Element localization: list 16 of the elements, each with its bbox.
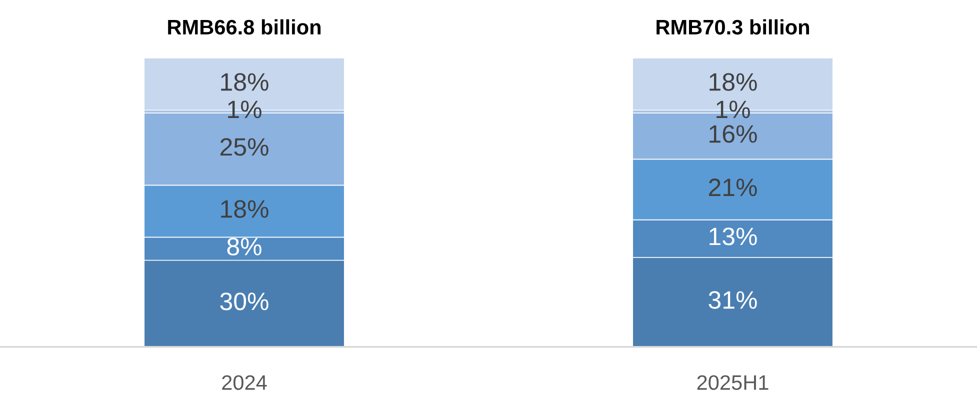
data-label: 1% bbox=[716, 100, 750, 118]
x-tick-label: 2025H1 bbox=[697, 375, 768, 390]
data-label: 8% bbox=[227, 238, 262, 256]
data-label: 25% bbox=[220, 138, 268, 156]
total-label: RMB66.8 billion bbox=[168, 19, 321, 35]
data-label: 16% bbox=[710, 125, 757, 143]
data-label: 30% bbox=[220, 292, 268, 310]
data-label: 31% bbox=[708, 291, 757, 309]
data-label: 1% bbox=[228, 100, 262, 118]
data-label: 18% bbox=[221, 73, 268, 91]
data-label: 13% bbox=[710, 228, 757, 246]
x-tick-label: 2024 bbox=[222, 375, 267, 390]
data-label: 21% bbox=[708, 178, 757, 196]
data-label: 18% bbox=[710, 73, 757, 91]
data-label: 18% bbox=[221, 200, 268, 218]
total-label: RMB70.3 billion bbox=[656, 19, 810, 35]
